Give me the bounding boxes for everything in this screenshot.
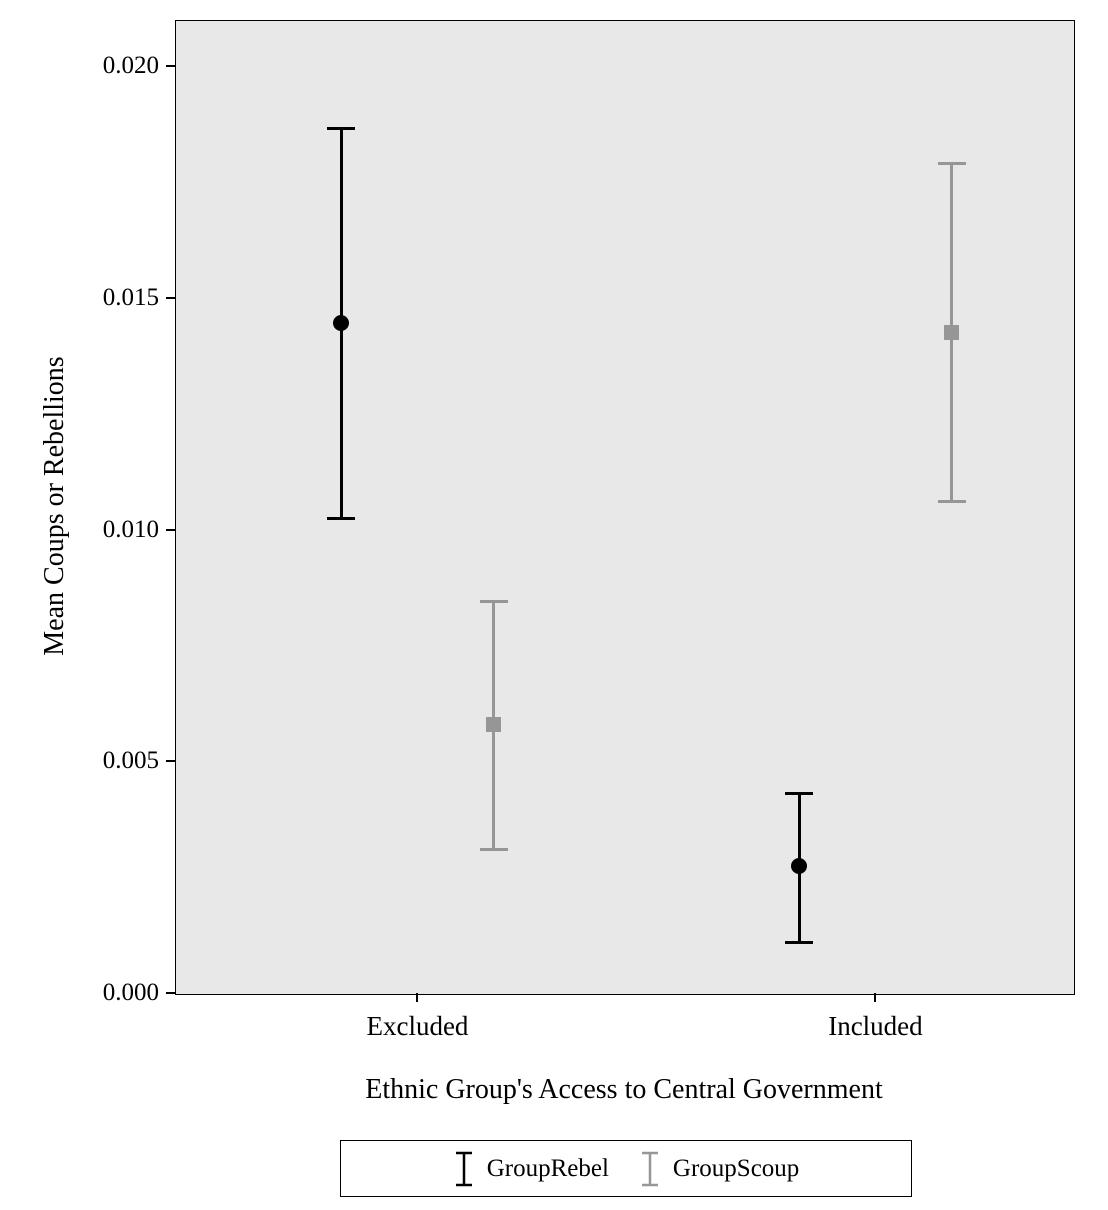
y-tick-mark [166,297,175,299]
legend-label-groupscoup: GroupScoup [673,1155,799,1183]
errorbar-cap-top [938,162,966,165]
errorbar-cap-bottom [480,848,508,851]
plot-area [175,20,1075,995]
y-tick-mark [166,65,175,67]
legend-item-groupscoup: GroupScoup [639,1151,799,1187]
y-tick-mark [166,760,175,762]
y-tick-label: 0.015 [103,284,159,312]
y-axis-title: Mean Coups or Rebellions [39,306,71,706]
x-tick-mark [874,993,876,1002]
errorbar-cap-bottom [785,941,813,944]
x-tick-label: Excluded [337,1011,497,1042]
x-tick-mark [416,993,418,1002]
data-marker [944,325,959,340]
y-tick-mark [166,529,175,531]
errorbar-cap-bottom [938,500,966,503]
y-tick-label: 0.010 [103,516,159,544]
legend-glyph-groupscoup [639,1151,661,1187]
errorbar-cap-top [327,127,355,130]
x-axis-title: Ethnic Group's Access to Central Governm… [175,1074,1073,1106]
errorbar-cap-top [480,600,508,603]
legend: GroupRebel GroupScoup [340,1140,912,1197]
y-tick-label: 0.020 [103,52,159,80]
y-tick-mark [166,992,175,994]
legend-glyph-grouprebel [453,1151,475,1187]
errorbar-cap-top [785,792,813,795]
data-marker [791,858,807,874]
chart-container: Mean Coups or Rebellions 0.000 0.005 0.010… [0,0,1108,1210]
legend-item-grouprebel: GroupRebel [453,1151,609,1187]
data-marker [486,717,501,732]
errorbar-cap-bottom [327,517,355,520]
y-tick-label: 0.000 [103,979,159,1007]
y-tick-label: 0.005 [103,747,159,775]
x-tick-label: Included [795,1011,955,1042]
legend-label-grouprebel: GroupRebel [487,1155,609,1183]
